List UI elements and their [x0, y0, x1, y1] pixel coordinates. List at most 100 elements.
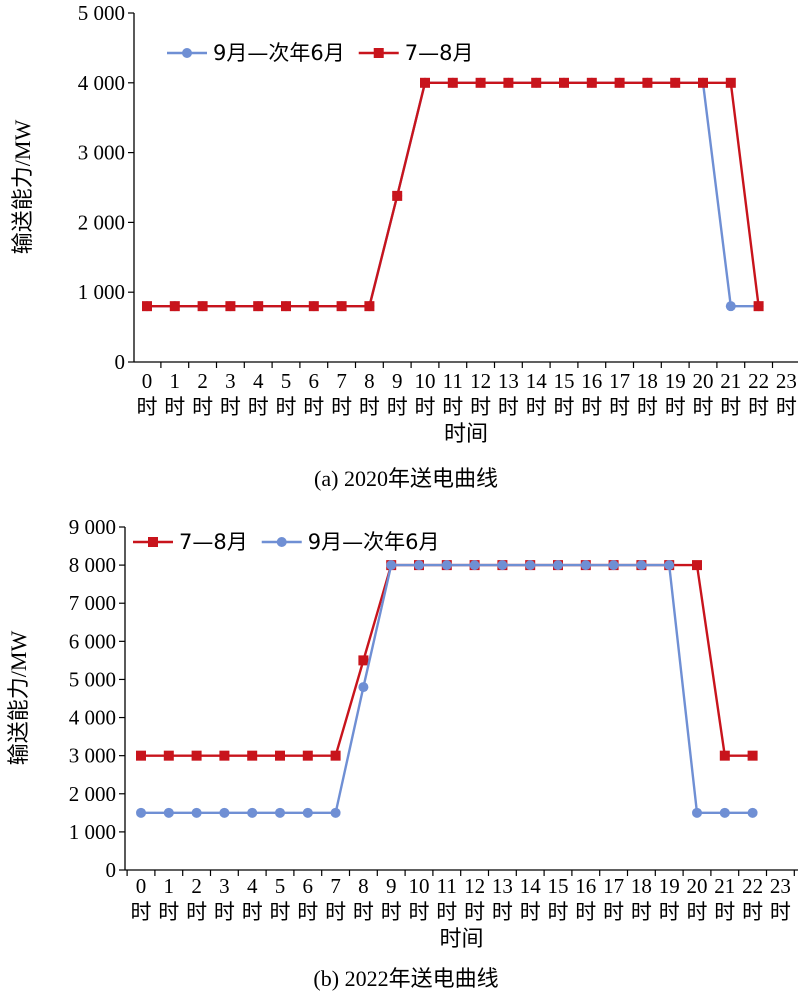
data-point-circle [275, 807, 285, 818]
x-tick-unit: 时 [581, 395, 602, 419]
x-tick-unit: 时 [387, 395, 408, 419]
y-axis-label: 输送能力/MW [6, 631, 31, 766]
y-tick-label: 4 000 [69, 706, 116, 730]
data-point-circle [469, 560, 480, 571]
data-point-circle [747, 807, 758, 818]
data-point-square [719, 750, 730, 761]
x-tick-number: 17 [603, 874, 624, 898]
x-tick-number: 11 [443, 369, 463, 393]
data-point-square [336, 301, 347, 312]
data-point-square [692, 560, 702, 571]
x-tick-unit: 时 [714, 900, 735, 924]
x-tick-unit: 时 [659, 900, 680, 924]
y-tick-label: 3 000 [69, 744, 116, 768]
series-blue [136, 560, 758, 818]
x-tick-number: 22 [742, 874, 763, 898]
x-tick-number: 17 [609, 369, 630, 393]
x-tick-number: 14 [520, 874, 542, 898]
x-tick-unit: 时 [442, 395, 463, 419]
data-point-square [614, 77, 625, 88]
x-tick-unit: 时 [158, 900, 179, 924]
x-tick-unit: 时 [186, 900, 207, 924]
data-point-square [642, 77, 653, 88]
data-point-circle [302, 807, 313, 818]
x-tick-unit: 时 [220, 395, 241, 419]
data-point-square [670, 77, 681, 88]
x-tick-unit: 时 [415, 395, 436, 419]
data-point-circle [580, 560, 591, 571]
x-tick-unit: 时 [409, 900, 430, 924]
y-tick-label: 2 000 [78, 210, 125, 234]
data-point-square [191, 750, 202, 761]
y-tick-label: 1 000 [78, 280, 125, 304]
x-tick-unit: 时 [137, 395, 158, 419]
data-point-circle [386, 560, 397, 571]
x-tick-number: 10 [409, 874, 430, 898]
x-tick-number: 2 [191, 874, 202, 898]
x-tick-number: 9 [392, 369, 403, 393]
data-point-circle [636, 560, 647, 571]
x-axis-label: 时间 [444, 421, 488, 446]
x-tick-unit: 时 [575, 900, 596, 924]
x-tick-number: 19 [665, 369, 686, 393]
x-tick-number: 8 [364, 369, 375, 393]
chart-caption: (a) 2020年送电曲线 [314, 466, 498, 491]
data-point-square [447, 77, 458, 88]
x-tick-unit: 时 [214, 900, 235, 924]
series-blue [142, 77, 764, 312]
x-tick-number: 5 [275, 874, 286, 898]
series-red [136, 560, 758, 761]
data-point-square [308, 301, 319, 312]
data-point-square [358, 655, 369, 666]
y-tick-label: 1 000 [69, 820, 116, 844]
y-tick-label: 6 000 [69, 629, 116, 653]
x-tick-number: 23 [770, 874, 791, 898]
x-tick-number: 4 [253, 369, 264, 393]
legend-marker-circle [276, 537, 287, 547]
data-point-circle [163, 807, 174, 818]
data-point-square [253, 301, 264, 312]
data-point-square [136, 750, 146, 761]
data-point-square [281, 301, 291, 312]
data-point-square [169, 301, 180, 312]
data-point-square [503, 77, 514, 88]
data-point-square [197, 301, 208, 312]
data-point-circle [219, 807, 230, 818]
x-tick-unit: 时 [276, 395, 297, 419]
x-tick-unit: 时 [693, 395, 714, 419]
x-tick-number: 20 [687, 874, 708, 898]
x-tick-number: 16 [575, 874, 596, 898]
legend-label: 7—8月 [405, 41, 474, 65]
x-tick-number: 8 [358, 874, 369, 898]
x-tick-unit: 时 [331, 395, 352, 419]
legend: 7—8月 9月—次年6月 [133, 530, 439, 554]
y-tick-label: 9 000 [69, 515, 116, 539]
x-tick-number: 2 [197, 369, 208, 393]
data-point-circle [553, 560, 563, 571]
x-tick-number: 0 [142, 369, 153, 393]
x-tick-number: 7 [336, 369, 347, 393]
x-tick-unit: 时 [192, 395, 213, 419]
data-point-circle [136, 807, 146, 818]
x-tick-number: 3 [225, 369, 236, 393]
y-tick-label: 2 000 [69, 782, 116, 806]
legend-marker-square [148, 537, 158, 547]
x-tick-unit: 时 [631, 900, 652, 924]
x-tick-unit: 时 [492, 900, 513, 924]
x-tick-unit: 时 [470, 395, 491, 419]
x-tick-unit: 时 [609, 395, 630, 419]
x-tick-number: 23 [776, 369, 797, 393]
x-tick-unit: 时 [353, 900, 374, 924]
x-tick-number: 15 [554, 369, 575, 393]
data-point-square [330, 750, 341, 761]
x-tick-number: 1 [164, 874, 175, 898]
series-line [147, 81, 760, 308]
data-point-square [747, 750, 758, 761]
data-point-circle [247, 807, 258, 818]
x-tick-number: 19 [659, 874, 680, 898]
data-point-square [392, 190, 403, 201]
x-tick-unit: 时 [748, 395, 769, 419]
x-tick-number: 18 [631, 874, 652, 898]
data-point-square [247, 750, 258, 761]
